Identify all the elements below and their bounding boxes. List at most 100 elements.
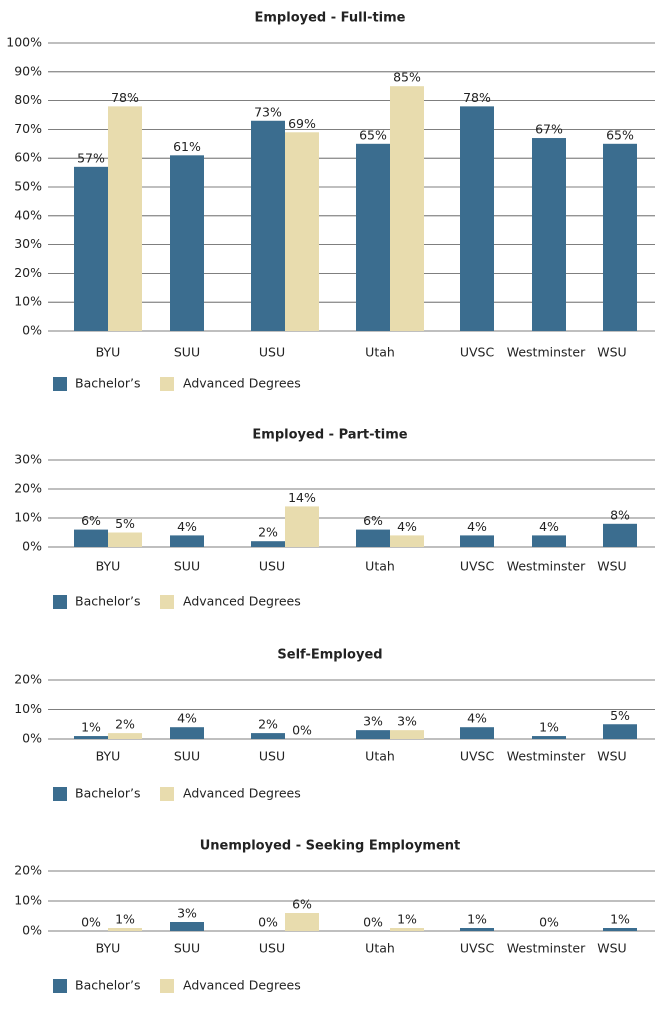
legend-label: Advanced Degrees: [183, 978, 301, 993]
data-label: 0%: [363, 915, 383, 930]
bar: [356, 730, 390, 739]
bar: [108, 532, 142, 547]
x-tick-label: Utah: [365, 749, 395, 764]
bar: [356, 143, 390, 331]
bar: [356, 529, 390, 547]
data-label: 2%: [258, 525, 278, 540]
y-tick-label: 70%: [14, 121, 42, 136]
data-label: 61%: [173, 139, 201, 154]
data-label: 78%: [111, 90, 139, 105]
data-label: 1%: [397, 912, 417, 927]
y-tick-label: 0%: [22, 323, 42, 338]
y-tick-label: 0%: [22, 731, 42, 746]
x-tick-label: UVSC: [460, 345, 495, 360]
x-tick-label: BYU: [96, 345, 121, 360]
data-label: 3%: [363, 714, 383, 729]
x-tick-label: UVSC: [460, 559, 495, 574]
data-label: 2%: [115, 717, 135, 732]
y-tick-label: 0%: [22, 923, 42, 938]
bar: [108, 733, 142, 739]
data-label: 1%: [467, 912, 487, 927]
x-tick-label: Westminster: [507, 941, 586, 956]
y-tick-label: 10%: [14, 893, 42, 908]
bar: [532, 535, 566, 547]
data-label: 6%: [292, 897, 312, 912]
data-label: 85%: [393, 70, 421, 85]
bar: [285, 132, 319, 331]
x-tick-label: Westminster: [507, 749, 586, 764]
bar: [460, 928, 494, 931]
legend-label: Bachelor’s: [75, 786, 140, 801]
data-label: 73%: [254, 104, 282, 119]
legend-swatch: [53, 979, 67, 993]
data-label: 3%: [177, 906, 197, 921]
data-label: 67%: [535, 122, 563, 137]
bar: [603, 928, 637, 931]
bar: [108, 106, 142, 331]
bar: [251, 733, 285, 739]
data-label: 3%: [397, 714, 417, 729]
x-tick-label: UVSC: [460, 749, 495, 764]
x-tick-label: Westminster: [507, 559, 586, 574]
legend-label: Bachelor’s: [75, 594, 140, 609]
legend-swatch: [53, 595, 67, 609]
data-label: 5%: [115, 516, 135, 531]
x-tick-label: WSU: [597, 345, 626, 360]
bar: [74, 529, 108, 547]
y-tick-label: 10%: [14, 510, 42, 525]
x-tick-label: SUU: [174, 345, 200, 360]
bar: [251, 120, 285, 331]
data-label: 69%: [288, 116, 316, 131]
y-tick-label: 20%: [14, 672, 42, 687]
legend-swatch: [160, 979, 174, 993]
legend-swatch: [160, 377, 174, 391]
chart-title: Self-Employed: [277, 648, 382, 663]
bar: [170, 155, 204, 331]
data-label: 2%: [258, 717, 278, 732]
data-label: 4%: [397, 519, 417, 534]
y-tick-label: 30%: [14, 236, 42, 251]
y-tick-label: 20%: [14, 265, 42, 280]
x-tick-label: Utah: [365, 559, 395, 574]
y-tick-label: 50%: [14, 179, 42, 194]
legend-swatch: [160, 787, 174, 801]
data-label: 4%: [177, 711, 197, 726]
chart-title: Employed - Full-time: [255, 11, 406, 26]
y-tick-label: 100%: [6, 35, 42, 50]
y-tick-label: 0%: [22, 539, 42, 554]
data-label: 1%: [115, 912, 135, 927]
data-label: 6%: [363, 513, 383, 528]
legend-label: Bachelor’s: [75, 376, 140, 391]
data-label: 0%: [81, 915, 101, 930]
x-tick-label: UVSC: [460, 941, 495, 956]
x-tick-label: Utah: [365, 941, 395, 956]
data-label: 0%: [292, 723, 312, 738]
bar: [285, 506, 319, 547]
data-label: 1%: [539, 720, 559, 735]
data-label: 0%: [258, 915, 278, 930]
data-label: 14%: [288, 490, 316, 505]
x-tick-label: BYU: [96, 941, 121, 956]
legend-label: Advanced Degrees: [183, 786, 301, 801]
bar: [170, 922, 204, 931]
data-label: 6%: [81, 513, 101, 528]
data-label: 0%: [539, 915, 559, 930]
x-tick-label: USU: [259, 559, 285, 574]
legend-swatch: [160, 595, 174, 609]
legend-label: Advanced Degrees: [183, 594, 301, 609]
legend-swatch: [53, 787, 67, 801]
y-tick-label: 80%: [14, 92, 42, 107]
bar: [603, 143, 637, 331]
bar: [532, 138, 566, 331]
x-tick-label: Westminster: [507, 345, 586, 360]
chart-title: Unemployed - Seeking Employment: [200, 839, 461, 854]
y-tick-label: 40%: [14, 207, 42, 222]
data-label: 4%: [177, 519, 197, 534]
bar: [603, 724, 637, 739]
x-tick-label: USU: [259, 749, 285, 764]
y-tick-label: 20%: [14, 481, 42, 496]
data-label: 65%: [606, 127, 634, 142]
data-label: 5%: [610, 708, 630, 723]
x-tick-label: USU: [259, 345, 285, 360]
